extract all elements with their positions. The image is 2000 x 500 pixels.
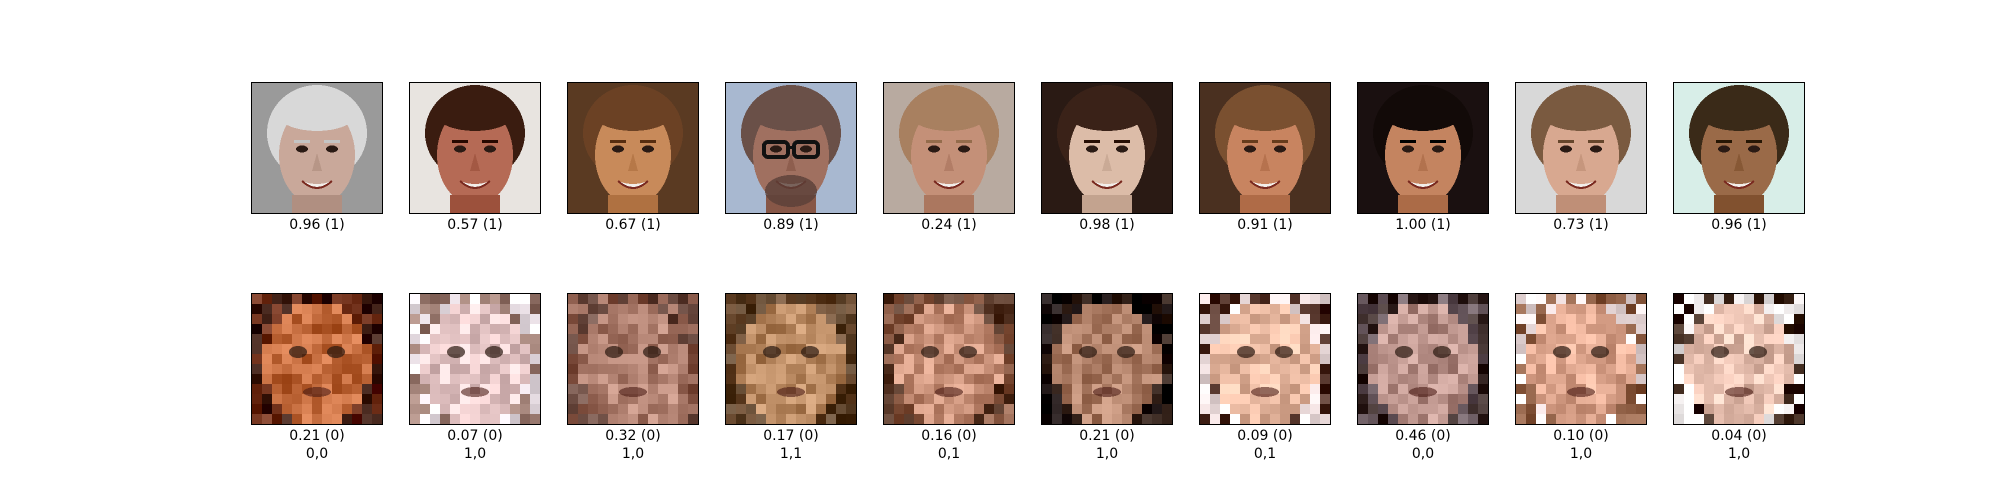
generated-images-row: 0.21 (0) 0,0 0.07 (0) 1,0 0.32 (0) 1,0 0.17 (0… xyxy=(251,293,1811,463)
generated-face-image xyxy=(883,293,1015,425)
score-caption: 0.96 (1) xyxy=(289,217,345,233)
label-caption: 1,0 xyxy=(463,446,487,462)
generated-face-image xyxy=(1199,293,1331,425)
score-caption: 0.17 (0) xyxy=(763,428,819,444)
real-face-image xyxy=(725,82,857,214)
score-caption: 0.91 (1) xyxy=(1237,217,1293,233)
label-caption: 1,1 xyxy=(779,446,803,462)
generated-face-image xyxy=(567,293,699,425)
generated-face-image xyxy=(1673,293,1805,425)
score-caption: 0.89 (1) xyxy=(763,217,819,233)
generated-face-image xyxy=(251,293,383,425)
score-caption: 0.04 (0) xyxy=(1711,428,1767,444)
label-caption: 0,1 xyxy=(1253,446,1277,462)
score-caption: 0.98 (1) xyxy=(1079,217,1135,233)
real-face-image xyxy=(1515,82,1647,214)
label-caption: 1,0 xyxy=(621,446,645,462)
generated-face-image xyxy=(409,293,541,425)
score-caption: 0.21 (0) xyxy=(1079,428,1135,444)
score-caption: 0.73 (1) xyxy=(1553,217,1609,233)
score-caption: 0.21 (0) xyxy=(289,428,345,444)
score-caption: 0.46 (0) xyxy=(1395,428,1451,444)
score-caption: 0.10 (0) xyxy=(1553,428,1609,444)
label-caption: 0,1 xyxy=(937,446,961,462)
score-caption: 0.09 (0) xyxy=(1237,428,1293,444)
score-caption: 0.07 (0) xyxy=(447,428,503,444)
real-face-image xyxy=(883,82,1015,214)
real-images-row: 0.96 (1) 0.57 (1) 0.67 (1) 0.89 (1) 0.24 (1)… xyxy=(251,82,1811,252)
real-face-image xyxy=(251,82,383,214)
generated-face-image xyxy=(725,293,857,425)
score-caption: 0.32 (0) xyxy=(605,428,661,444)
score-caption: 0.67 (1) xyxy=(605,217,661,233)
generated-face-image xyxy=(1357,293,1489,425)
real-face-image xyxy=(409,82,541,214)
score-caption: 0.16 (0) xyxy=(921,428,977,444)
real-face-image xyxy=(1199,82,1331,214)
score-caption: 0.57 (1) xyxy=(447,217,503,233)
real-face-image xyxy=(567,82,699,214)
real-face-image xyxy=(1673,82,1805,214)
generated-face-image xyxy=(1041,293,1173,425)
label-caption: 1,0 xyxy=(1095,446,1119,462)
label-caption: 1,0 xyxy=(1727,446,1751,462)
real-face-image xyxy=(1357,82,1489,214)
label-caption: 0,0 xyxy=(1411,446,1435,462)
score-caption: 0.24 (1) xyxy=(921,217,977,233)
score-caption: 0.96 (1) xyxy=(1711,217,1767,233)
label-caption: 0,0 xyxy=(305,446,329,462)
label-caption: 1,0 xyxy=(1569,446,1593,462)
real-face-image xyxy=(1041,82,1173,214)
score-caption: 1.00 (1) xyxy=(1395,217,1451,233)
generated-face-image xyxy=(1515,293,1647,425)
